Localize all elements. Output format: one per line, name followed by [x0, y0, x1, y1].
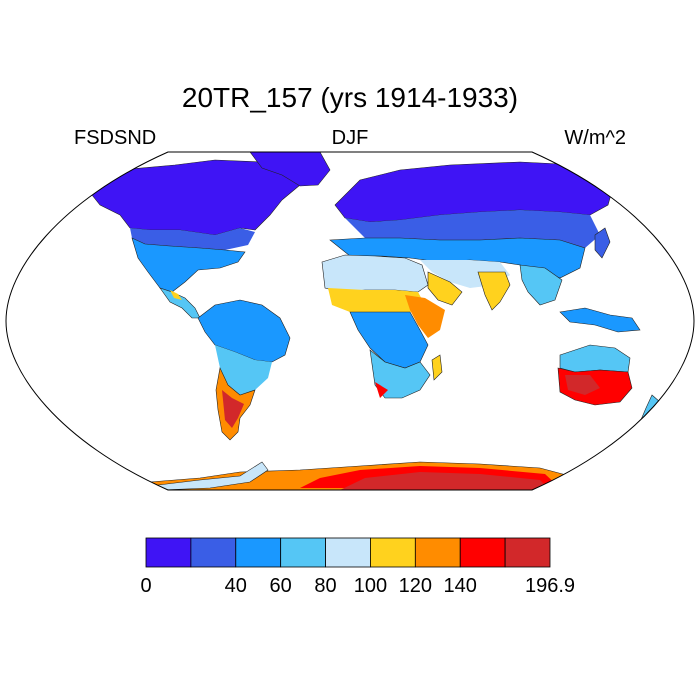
greenland	[249, 152, 331, 187]
colorbar-box	[414, 537, 461, 568]
colorbar-label: 140	[443, 575, 477, 597]
south-america-north	[197, 299, 291, 363]
colorbar-box	[190, 537, 237, 568]
colorbar-label: 40	[224, 575, 247, 597]
india	[477, 271, 511, 311]
north-america-south	[131, 237, 246, 293]
colorbar	[145, 537, 551, 568]
colorbar-label: 100	[353, 575, 388, 597]
globe-outline	[5, 151, 695, 491]
colorbar-box	[459, 537, 506, 568]
colorbar-label: 0	[140, 575, 152, 597]
variable-name: FSDSND	[74, 127, 157, 149]
colorbar-label: 80	[314, 575, 337, 597]
north-america-mid	[130, 228, 255, 250]
eurasia-mid	[345, 210, 600, 248]
eurasia-south	[329, 237, 586, 279]
mexico-coast	[170, 290, 182, 300]
colorbar-label: 196.9	[524, 575, 576, 597]
australia-north	[559, 344, 631, 373]
australia-core	[565, 375, 600, 395]
north-america-north	[87, 159, 301, 236]
indonesia	[559, 307, 641, 333]
patagonia	[222, 390, 244, 428]
plot-title: 20TR_157 (yrs 1914-1933)	[181, 82, 519, 113]
colorbar-box	[145, 537, 192, 568]
madagascar	[431, 354, 443, 381]
units-label: W/m^2	[564, 127, 626, 149]
southeast-asia	[519, 264, 563, 306]
colorbar-label: 60	[269, 575, 292, 597]
north-africa	[321, 254, 429, 293]
season-label: DJF	[331, 127, 369, 149]
colorbar-box	[325, 537, 371, 568]
sahel	[328, 288, 425, 312]
arabia	[427, 271, 463, 306]
colorbar-box	[280, 537, 326, 568]
central-america	[159, 287, 201, 319]
antarctica-core	[340, 472, 550, 490]
land-field	[87, 152, 661, 490]
colorbar-box	[235, 537, 282, 568]
colorbar-box	[370, 537, 416, 568]
colorbar-box	[504, 537, 551, 568]
south-africa-tip	[375, 382, 388, 398]
east-africa	[405, 295, 445, 338]
japan	[594, 227, 611, 259]
colorbar-label: 120	[398, 575, 433, 597]
antarctic-peninsula	[149, 461, 269, 490]
south-america-mid	[215, 345, 272, 395]
